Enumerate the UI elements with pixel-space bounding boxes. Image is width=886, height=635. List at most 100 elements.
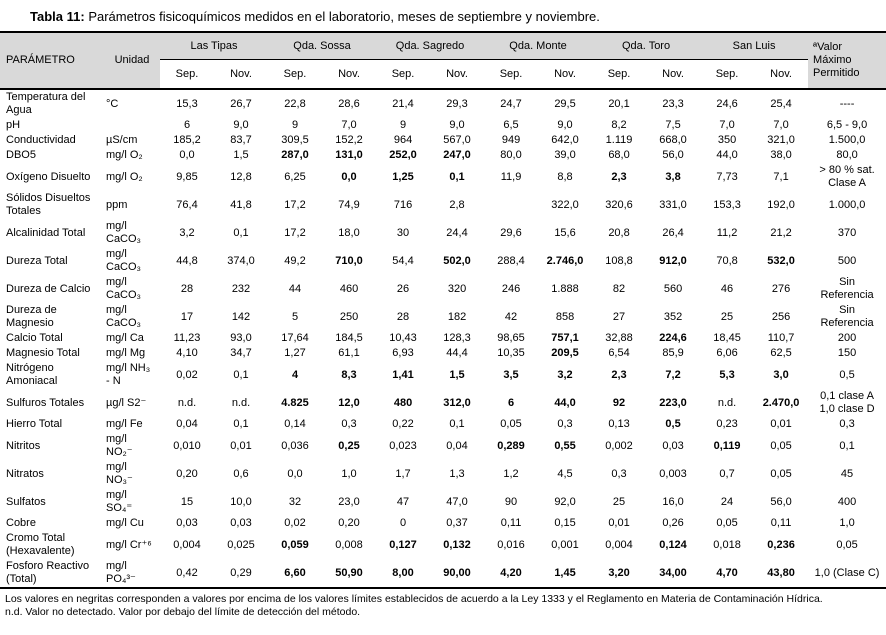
limit-cell: Sin Referencia — [820, 304, 874, 329]
value-cell: 331,0 — [659, 198, 687, 211]
value-cell: 7,2 — [665, 368, 681, 381]
value-cell: 0,127 — [389, 538, 417, 551]
value-cell: 6,54 — [608, 347, 630, 359]
value-cell: 9 — [399, 119, 407, 131]
value-cell: 47,0 — [446, 495, 468, 508]
value-cell: 25 — [720, 310, 734, 323]
value-cell: 153,3 — [713, 198, 741, 211]
value-cell: 46 — [720, 282, 734, 295]
value-cell: 256 — [771, 310, 791, 323]
value-cell: 15 — [180, 495, 194, 508]
param-cell: Sulfuros Totales — [6, 396, 85, 409]
value-cell: n.d. — [177, 396, 197, 409]
table-row: Magnesio Total mg/l Mg 4,10 34,7 1,27 61,1 6,9… — [0, 346, 886, 361]
value-cell: 152,2 — [335, 134, 363, 146]
value-cell: 0,1 — [233, 226, 249, 239]
value-cell: 0,124 — [659, 538, 687, 551]
month-header: Sep. — [484, 59, 539, 89]
value-cell: 374,0 — [227, 254, 255, 267]
value-cell: 2,3 — [611, 368, 627, 381]
param-cell: Nitratos — [6, 467, 44, 480]
value-cell: 0,1 — [449, 418, 465, 430]
table-row: Cobre mg/l Cu 0,03 0,03 0,02 0,20 0 0,37 0,11 0,1… — [0, 516, 886, 531]
value-cell: 6,60 — [268, 559, 322, 589]
value-cell: 0,1 — [449, 170, 465, 183]
value-cell: 11,23 — [173, 332, 201, 344]
unit-cell: ppm — [106, 198, 128, 211]
unit-cell: mg/l CaCO₃ — [106, 304, 142, 329]
value-cell: 18,0 — [338, 226, 360, 239]
value-cell: 3,8 — [665, 170, 681, 183]
value-cell: 93,0 — [230, 332, 252, 344]
parameters-table: PARÁMETRO Unidad Las Tipas Qda. Sossa Qda.… — [0, 31, 886, 589]
limit-cell: 1.000,0 — [828, 198, 866, 211]
value-cell: 24,7 — [484, 88, 539, 118]
table-row: Conductividad µS/cm 185,2 83,7 309,5 152,2 964… — [0, 133, 886, 148]
value-cell: 0,01 — [770, 418, 792, 430]
value-cell: 9,0 — [449, 119, 465, 131]
station-header: Qda. Monte — [484, 31, 593, 60]
value-cell: 1.119 — [605, 134, 633, 146]
value-cell: 1.888 — [551, 282, 579, 295]
value-cell: 287,0 — [281, 149, 309, 161]
param-cell: Cobre — [6, 517, 36, 529]
value-cell: 12,0 — [338, 396, 360, 409]
unit-cell: mg/l CaCO₃ — [106, 276, 142, 301]
value-cell: 224,6 — [659, 332, 687, 344]
value-cell: 858 — [555, 310, 575, 323]
value-cell: 28,6 — [322, 88, 377, 118]
value-cell: 0,03 — [230, 517, 252, 529]
value-cell: 1,5 — [449, 368, 465, 381]
value-cell: 716 — [393, 198, 413, 211]
unit-cell: mg/l O₂ — [106, 170, 143, 183]
value-cell: 0,03 — [662, 439, 684, 452]
value-cell: 1,41 — [392, 368, 414, 381]
value-cell: 18,45 — [713, 332, 741, 344]
table-row: Dureza Total mg/l CaCO₃ 44,8 374,0 49,2 710,0… — [0, 247, 886, 275]
value-cell: 7,0 — [719, 119, 735, 131]
value-cell: 0,03 — [176, 517, 198, 529]
month-header: Sep. — [592, 59, 647, 89]
value-cell: 131,0 — [335, 149, 363, 161]
value-cell: 17 — [180, 310, 194, 323]
value-cell: 32 — [288, 495, 302, 508]
value-cell: 7,5 — [665, 119, 681, 131]
value-cell: 30 — [396, 226, 410, 239]
value-cell: 668,0 — [659, 134, 687, 146]
value-cell: 22,8 — [268, 88, 322, 118]
unit-cell: mg/l CaCO₃ — [106, 220, 142, 245]
value-cell: 4,5 — [557, 467, 573, 480]
value-cell: 17,2 — [284, 226, 306, 239]
value-cell: 480 — [393, 396, 413, 409]
value-cell: 0,0 — [179, 149, 195, 161]
value-cell: 182 — [447, 310, 467, 323]
value-cell: 1,25 — [392, 170, 414, 183]
value-cell: 0,05 — [770, 439, 792, 452]
station-header: Qda. Sagredo — [376, 31, 485, 60]
value-cell: 17,2 — [284, 198, 306, 211]
value-cell: 80,0 — [500, 149, 522, 161]
value-cell: 0,7 — [719, 467, 735, 480]
value-cell: 11,9 — [500, 170, 522, 183]
value-cell: 68,0 — [608, 149, 630, 161]
param-cell: Nitritos — [6, 439, 41, 452]
value-cell: 0,22 — [392, 418, 414, 430]
value-cell: 6,06 — [716, 347, 738, 359]
value-cell: 83,7 — [230, 134, 252, 146]
value-cell: 26 — [396, 282, 410, 295]
table-row: Nitrógeno Amoniacal mg/l NH₃ - N 0,02 0,1 4 8… — [0, 361, 886, 389]
value-cell: 12,8 — [230, 170, 252, 183]
value-cell: 25 — [612, 495, 626, 508]
table-row: Hierro Total mg/l Fe 0,04 0,1 0,14 0,3 0,22 0,1… — [0, 417, 886, 432]
value-cell: 0,37 — [446, 517, 468, 529]
value-cell: 17,64 — [281, 332, 309, 344]
value-cell: 34,7 — [230, 347, 252, 359]
value-cell: 0,3 — [341, 418, 357, 430]
month-header: Nov. — [538, 59, 593, 89]
value-cell: 710,0 — [335, 254, 363, 267]
param-cell: Alcalinidad Total — [6, 226, 86, 239]
value-cell: 85,9 — [662, 347, 684, 359]
value-cell: 0,04 — [446, 439, 468, 452]
value-cell: 0,1 — [233, 368, 249, 381]
value-cell: 10,0 — [230, 495, 252, 508]
